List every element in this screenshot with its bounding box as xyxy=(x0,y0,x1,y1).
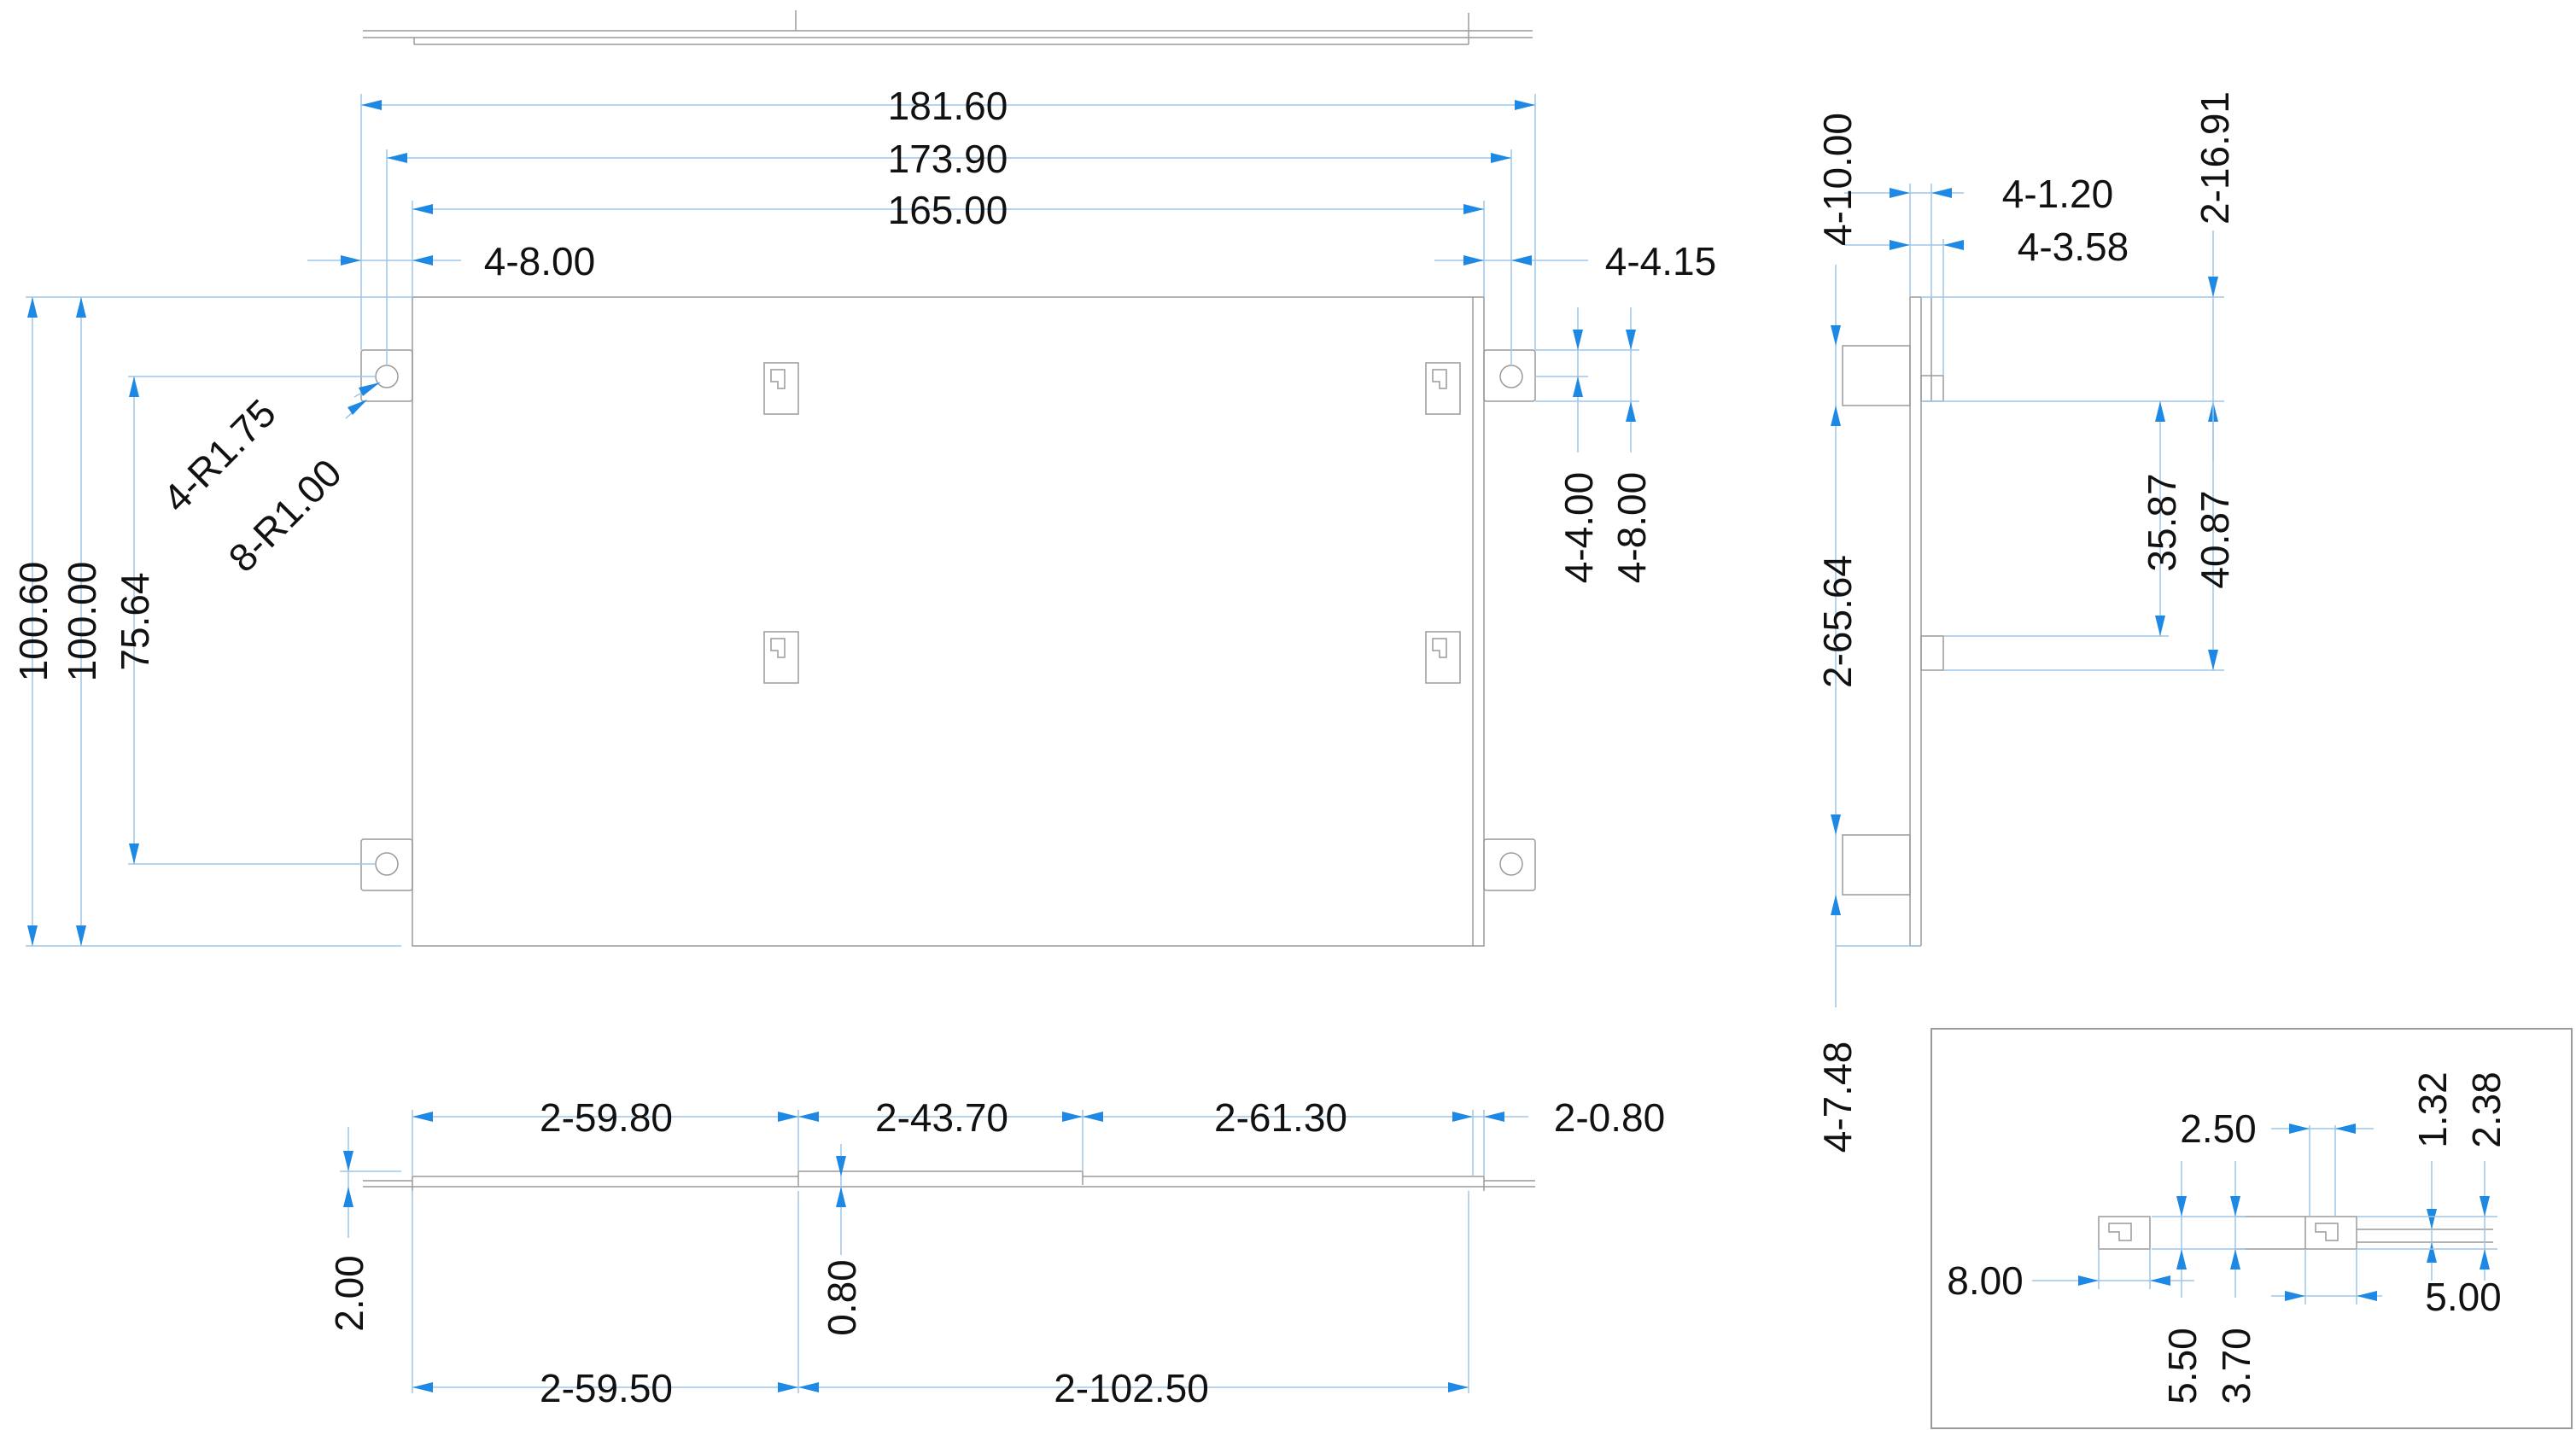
dim-overall-height: 100.60 xyxy=(11,562,55,682)
dim-left-tab: 4-8.00 xyxy=(484,239,595,283)
tab-bottom-right xyxy=(1483,838,1536,891)
hole-top-right xyxy=(1499,365,1523,388)
dim-seg2: 2-43.70 xyxy=(875,1095,1008,1140)
dim-body-width: 165.00 xyxy=(888,188,1008,232)
dim-thickness: 4-1.20 xyxy=(2002,172,2113,216)
dim-tab-offset: 4-4.00 xyxy=(1557,472,1601,583)
hole-top-left xyxy=(375,365,399,388)
dim-slot-pitch: 35.87 xyxy=(2140,473,2184,571)
dim-seg3: 2-61.30 xyxy=(1214,1095,1347,1140)
dim-corner-radius: 8-R1.00 xyxy=(219,450,349,580)
dim-detail-d6: 5.00 xyxy=(2425,1275,2502,1319)
main-plate xyxy=(412,296,1485,947)
dim-hole-pitch-v: 75.64 xyxy=(113,572,157,670)
hole-bottom-right xyxy=(1499,852,1523,876)
dim-pitch2: 2-102.50 xyxy=(1054,1366,1209,1410)
top-view xyxy=(360,10,1536,947)
dim-hole-radius: 4-R1.75 xyxy=(154,390,283,520)
dim-overall-width: 181.60 xyxy=(888,84,1008,128)
hole-bottom-left xyxy=(375,852,399,876)
dim-span: 2-65.64 xyxy=(1815,555,1860,688)
dim-height: 2.00 xyxy=(327,1255,371,1332)
dim-detail-d5: 3.70 xyxy=(2214,1328,2258,1404)
dim-slot-span: 40.87 xyxy=(2193,490,2237,588)
detail-frame xyxy=(1931,1028,2573,1429)
side-view-labels: 4-10.00 4-1.20 4-3.58 2-16.91 2-65.64 35… xyxy=(1815,91,2237,1153)
bottom-view xyxy=(363,1170,1535,1191)
detail-dimensions xyxy=(2032,1124,2497,1305)
side-view-dimensions xyxy=(1831,184,2224,1007)
dim-right-tab: 4-4.15 xyxy=(1605,239,1716,283)
dim-flange: 4-10.00 xyxy=(1815,113,1860,246)
dim-seg4: 2-0.80 xyxy=(1554,1095,1665,1140)
dim-tab-depth: 4-3.58 xyxy=(2018,225,2129,269)
top-view-dimensions xyxy=(26,94,1639,947)
tab-top-right xyxy=(1483,349,1536,402)
dim-pitch1: 2-59.50 xyxy=(540,1366,673,1410)
dim-step: 0.80 xyxy=(820,1259,864,1336)
dim-detail-width: 2.50 xyxy=(2180,1106,2257,1151)
detail-view xyxy=(1931,1028,2573,1429)
dim-top-gap: 2-16.91 xyxy=(2193,91,2237,225)
dim-body-height: 100.00 xyxy=(60,562,104,682)
dim-detail-d2: 2.38 xyxy=(2464,1071,2509,1148)
clip-feature xyxy=(763,362,1461,684)
dim-tab-hole-pitch: 173.90 xyxy=(888,137,1008,181)
dim-seg1: 2-59.80 xyxy=(540,1095,673,1140)
dim-tab-height: 4-8.00 xyxy=(1609,472,1654,583)
bottom-view-labels: 2-59.80 2-43.70 2-61.30 2-0.80 2.00 0.80… xyxy=(327,1095,1665,1410)
dim-detail-d1: 1.32 xyxy=(2410,1071,2455,1148)
tab-bottom-left xyxy=(360,838,413,891)
bottom-view-dimensions xyxy=(340,1110,1528,1393)
detail-labels: 2.50 1.32 2.38 8.00 5.50 3.70 5.00 xyxy=(1947,1071,2509,1404)
dim-detail-d3: 8.00 xyxy=(1947,1258,2024,1303)
dim-bottom: 4-7.48 xyxy=(1815,1042,1860,1153)
dim-detail-d4: 5.50 xyxy=(2160,1328,2205,1404)
